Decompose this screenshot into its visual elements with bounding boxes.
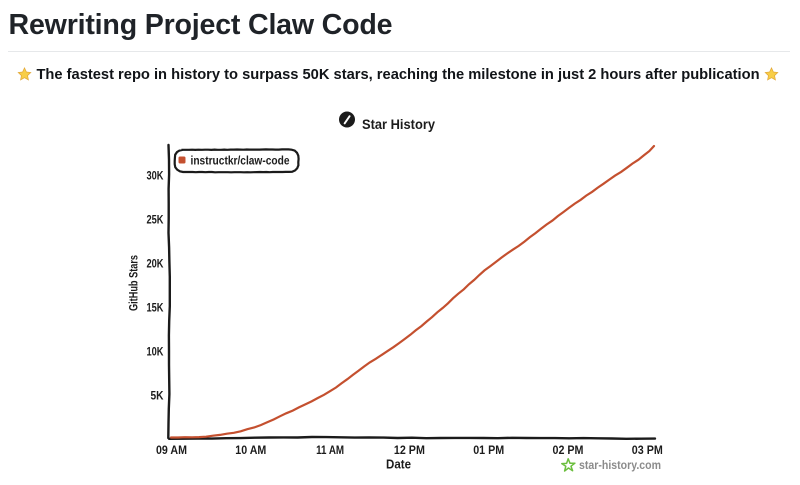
svg-text:02 PM: 02 PM	[553, 443, 584, 457]
svg-text:15K: 15K	[147, 301, 164, 315]
svg-text:10 AM: 10 AM	[235, 443, 266, 457]
svg-text:01 PM: 01 PM	[473, 443, 504, 457]
svg-text:GitHub Stars: GitHub Stars	[127, 255, 141, 311]
svg-text:11 AM: 11 AM	[316, 443, 344, 457]
svg-text:10K: 10K	[147, 345, 164, 359]
svg-text:20K: 20K	[147, 257, 164, 271]
svg-text:30K: 30K	[147, 169, 164, 183]
svg-text:star-history.com: star-history.com	[579, 458, 661, 472]
svg-text:03 PM: 03 PM	[632, 443, 663, 457]
svg-text:Star History: Star History	[362, 116, 435, 132]
svg-text:instructkr/claw-code: instructkr/claw-code	[191, 156, 290, 168]
svg-text:09 AM: 09 AM	[156, 443, 187, 457]
svg-text:5K: 5K	[151, 389, 164, 403]
svg-text:25K: 25K	[147, 213, 164, 227]
svg-text:12 PM: 12 PM	[394, 443, 425, 457]
svg-text:Date: Date	[386, 457, 411, 472]
